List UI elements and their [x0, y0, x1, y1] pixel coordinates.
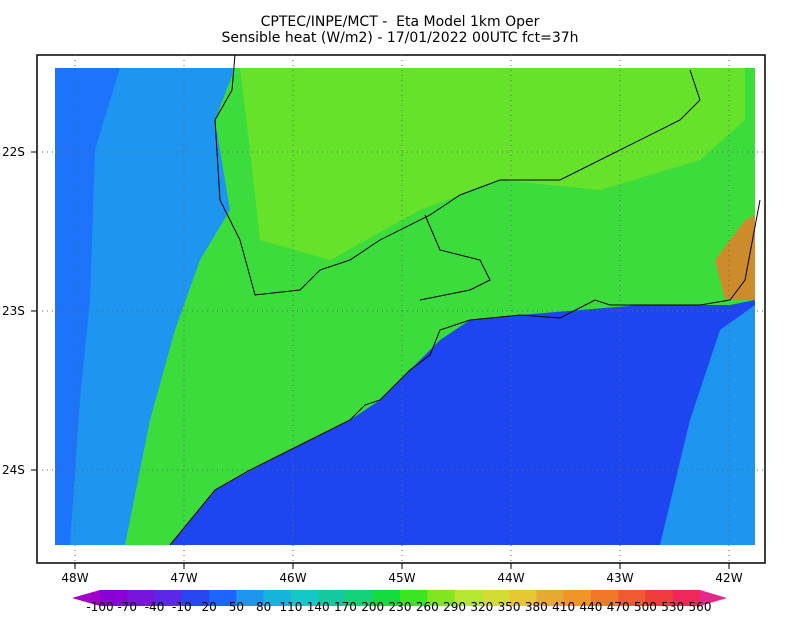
colorbar-segment: [127, 590, 156, 606]
title-line: Sensible heat (W/m2) - 17/01/2022 00UTC …: [221, 30, 578, 46]
colorbar-label: 50: [229, 600, 244, 614]
colorbar-segment: [590, 590, 619, 606]
colorbar-segment: [263, 590, 292, 606]
inland-blue: [55, 68, 235, 545]
colorbar-label: 260: [416, 600, 439, 614]
colorbar-label: 410: [552, 600, 575, 614]
colorbar-arrow: [700, 590, 727, 606]
lat-label: 23S: [2, 304, 25, 318]
colorbar-label: 530: [661, 600, 684, 614]
colorbar-label: -40: [145, 600, 165, 614]
colorbar-segment: [563, 590, 592, 606]
lat-label: 22S: [2, 145, 25, 159]
ocean-field: [170, 300, 755, 545]
colorbar-label: 80: [256, 600, 271, 614]
lon-label: 44W: [497, 571, 524, 585]
colorbar-segment: [645, 590, 674, 606]
colorbar-segment: [290, 590, 319, 606]
lon-label: 42W: [715, 571, 742, 585]
colorbar-label: 320: [470, 600, 493, 614]
colorbar-label: 500: [634, 600, 657, 614]
lon-label: 48W: [61, 571, 88, 585]
colorbar-arrow: [72, 590, 100, 606]
colorbar-segment: [400, 590, 428, 606]
colorbar-label: 140: [307, 600, 330, 614]
colorbar-segment: [345, 590, 374, 606]
highland-field: [240, 68, 745, 260]
colorbar-segment: [236, 590, 265, 606]
state-border: [419, 214, 491, 301]
colorbar: -100 -70 -40 -10 20 50 80 110 140 170 200 230 260 290…: [72, 590, 727, 614]
colorbar-label: 20: [201, 600, 216, 614]
colorbar-segment: [454, 590, 483, 606]
lon-label: 45W: [388, 571, 415, 585]
colorbar-segment: [318, 590, 346, 606]
lat-label: 24S: [2, 463, 25, 477]
field: [55, 68, 755, 545]
colorbar-label: 110: [279, 600, 302, 614]
colorbar-segment: [154, 590, 183, 606]
inland-deep-blue: [55, 68, 120, 545]
graticule: 22S 23S 24S 48W 47W 46W 45W 44W 43W 42W: [2, 55, 765, 585]
colorbar-segment: [672, 590, 701, 606]
colorbar-segment: [372, 590, 401, 606]
colorbar-label: 350: [498, 600, 521, 614]
colorbar-label: 200: [361, 600, 384, 614]
colorbar-segment: [536, 590, 565, 606]
state-border: [214, 54, 701, 296]
colorbar-segment: [100, 590, 128, 606]
ocean-light: [660, 305, 755, 545]
colorbar-label: 380: [525, 600, 548, 614]
map-frame: [36, 54, 766, 564]
colorbar-label: 170: [334, 600, 357, 614]
colorbar-label: -100: [86, 600, 113, 614]
colorbar-segment: [618, 590, 646, 606]
colorbar-segment: [181, 590, 210, 606]
colorbar-label: 560: [689, 600, 712, 614]
lon-label: 47W: [170, 571, 197, 585]
colorbar-segment: [209, 590, 237, 606]
colorbar-segment: [427, 590, 456, 606]
colorbar-label: 470: [607, 600, 630, 614]
colorbar-label: 290: [443, 600, 466, 614]
colorbar-segment: [509, 590, 537, 606]
colorbar-label: 230: [389, 600, 412, 614]
lon-label: 46W: [279, 571, 306, 585]
colorbar-label: -10: [172, 600, 192, 614]
title-line: CPTEC/INPE/MCT - Eta Model 1km Oper: [261, 14, 540, 30]
colorbar-label: -70: [117, 600, 137, 614]
coastline: [169, 199, 761, 546]
colorbar-label: 440: [579, 600, 602, 614]
colorbar-segment: [481, 590, 510, 606]
lon-label: 43W: [606, 571, 633, 585]
